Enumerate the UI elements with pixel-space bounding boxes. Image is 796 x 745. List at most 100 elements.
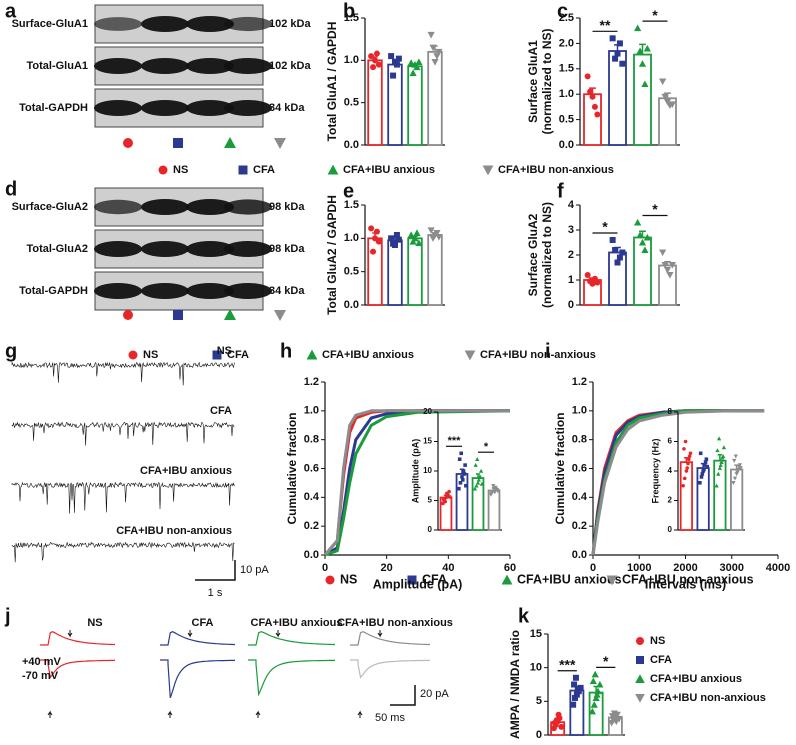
arrow [67,630,73,638]
data-point [375,238,382,245]
error-bar [664,92,671,99]
legend-label: CFA [650,654,672,666]
data-point [388,235,395,242]
panel-label: f [557,180,564,202]
data-point [591,103,598,110]
data-point [476,477,481,482]
current-trace [11,481,235,514]
data-point [686,461,690,466]
current-trace [11,421,235,446]
significance-label: *** [448,435,462,447]
legend-marker [325,575,335,585]
data-point [641,246,649,253]
legend-label: CFA+IBU non-anxious [622,572,754,586]
legend-marker [635,674,645,683]
data-point [475,480,481,485]
data-point [478,474,483,479]
data-point [555,711,562,718]
error-bar [574,685,580,691]
data-point [435,48,443,56]
data-point [591,670,599,678]
data-point [395,236,402,243]
legend-label: NS [340,572,357,586]
data-point [474,483,479,488]
blot-band [94,241,142,257]
data-point [427,227,435,234]
data-point [593,691,601,698]
lane-symbol [173,310,183,320]
x-axis-label: Intervals (ms) [645,577,726,591]
lane-symbol [224,137,236,148]
x-tick-label: 60 [504,562,516,574]
data-point [587,88,594,95]
error-bar [372,56,378,61]
legend-label: CFA+IBU anxious [322,349,414,361]
data-point [732,476,738,481]
legend-marker [407,575,417,585]
y-tick-label: 0.5 [344,97,359,109]
blot-band [141,16,189,32]
error-bar [412,62,418,67]
error-bar [432,232,438,235]
blot-band [141,283,189,299]
error-bar [372,232,378,239]
y-tick-label: 1.5 [344,199,359,211]
y-tick-label: 20 [423,407,432,416]
y-tick-label: 1 [568,274,574,286]
y-tick-label: 4 [668,466,673,475]
panel-label: d [5,178,17,200]
y-tick-label: 1.0 [559,88,574,100]
arrow [275,630,281,638]
blot-label: Total-GluA1 [26,60,88,72]
blot-size: 34 kDa [269,102,305,114]
epsc-trace [40,631,115,646]
blot-band [186,100,234,116]
y-tick-label: 1.2 [304,376,319,388]
bar [407,65,423,146]
legend-marker [128,350,138,360]
data-point [373,50,380,57]
blot-band [224,241,272,257]
data-point [643,44,651,52]
significance-label: * [602,219,608,235]
panel-label: a [5,0,17,22]
significance-label: * [603,653,609,669]
data-point [717,465,723,470]
y-tick-label: 1.0 [344,54,359,66]
current-trace [11,361,235,386]
data-point [589,280,596,287]
lane-symbol [123,310,133,320]
data-point [475,457,480,461]
significance-label: *** [559,656,576,672]
epsc-trace [248,659,335,697]
trace-label: NS [217,345,232,357]
data-point [731,481,736,485]
bar [471,477,485,531]
error-bar [555,719,561,723]
error-bar [491,487,497,491]
cumulative-line [591,409,765,556]
data-point [681,483,685,488]
data-point [460,478,465,482]
data-point [464,483,468,488]
y-tick-label: 2 [668,496,673,505]
y-tick-label: 0.5 [344,266,359,278]
data-point [614,50,621,57]
data-point [716,471,721,476]
trace-label: CFA+IBU anxious [251,617,343,629]
data-point [589,677,597,685]
legend-marker [636,656,644,664]
y-tick-label: 0.6 [572,462,587,474]
data-point [571,681,578,688]
blot-band [224,16,272,32]
y-tick-label: 0.5 [559,114,574,126]
data-point [609,237,616,243]
data-point [479,481,485,486]
data-point [668,262,676,269]
error-bar [392,58,398,65]
y-tick-label: 10 [530,662,542,674]
data-point [570,701,577,708]
legend-label: CFA [422,572,447,586]
data-point [666,272,674,279]
data-point [609,35,616,42]
